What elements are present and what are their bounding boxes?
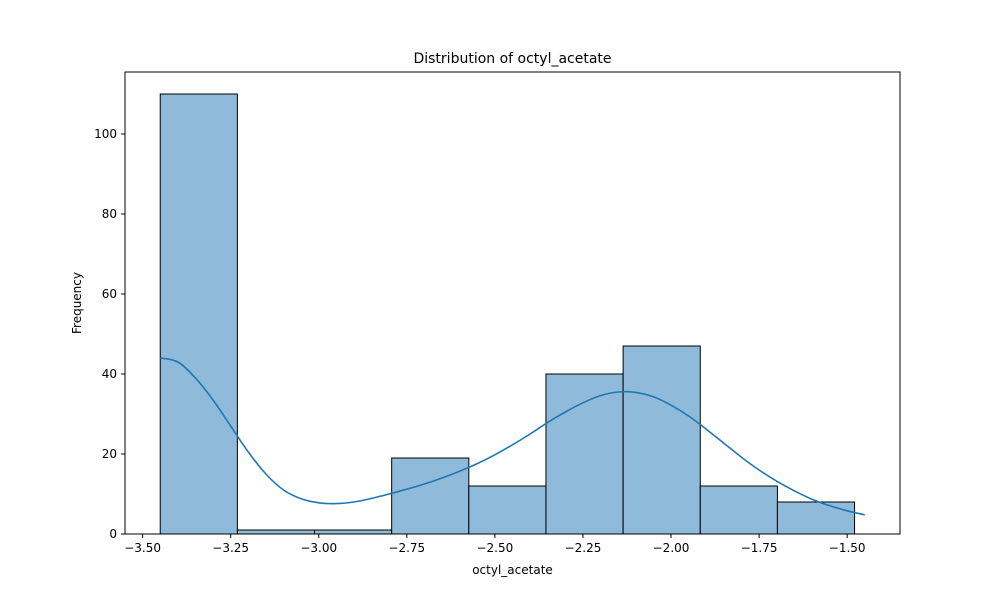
histogram-bar (545, 373, 624, 535)
x-tick-label: −2.50 (476, 541, 513, 555)
y-tick-label: 60 (102, 287, 117, 301)
x-tick-label: −2.00 (653, 541, 690, 555)
y-tick-label: 80 (102, 207, 117, 221)
kde-curve (160, 357, 865, 516)
y-axis-ticks: 0 20 40 60 80 100 (94, 127, 125, 541)
histogram-bar (159, 93, 238, 535)
x-tick-label: −2.75 (388, 541, 425, 555)
histogram-bar (622, 345, 701, 535)
histogram-bar (314, 529, 393, 535)
x-tick-label: −1.50 (829, 541, 866, 555)
y-tick-label: 40 (102, 367, 117, 381)
histogram-bar (391, 457, 470, 535)
x-axis-label: octyl_acetate (472, 563, 553, 577)
histogram-bar (468, 485, 547, 535)
y-axis-label: Frequency (70, 272, 84, 334)
chart-title: Distribution of octyl_acetate (413, 51, 611, 67)
y-tick-label: 0 (109, 527, 117, 541)
plot-frame (124, 71, 901, 535)
y-tick-label: 100 (94, 127, 117, 141)
x-tick-label: −3.25 (212, 541, 249, 555)
y-tick-label: 20 (102, 447, 117, 461)
x-axis-ticks: −3.50 −3.25 −3.00 −2.75 −2.50 −2.25 −2.00 −1.75… (124, 534, 866, 555)
histogram-bar (776, 501, 856, 535)
x-tick-label: −2.25 (565, 541, 602, 555)
x-tick-label: −3.50 (124, 541, 161, 555)
histogram-bar (699, 485, 778, 535)
x-tick-label: −1.75 (741, 541, 778, 555)
x-tick-label: −3.00 (300, 541, 337, 555)
histogram-bar (236, 529, 316, 535)
histogram-bars (159, 93, 856, 535)
